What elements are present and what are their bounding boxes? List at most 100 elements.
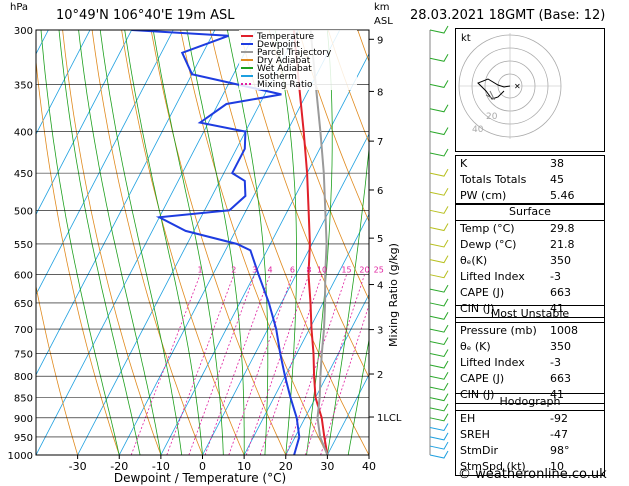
- km-tick-label: 4: [377, 281, 383, 292]
- wind-barb: [429, 298, 449, 307]
- x-tick-label: 0: [199, 460, 206, 473]
- dry-adiabat-line: [298, 30, 369, 223]
- mu-row: θₑ (K) 350: [460, 340, 571, 353]
- wind-barb: [429, 432, 449, 441]
- wind-barb: [429, 371, 449, 380]
- km-tick-label: 1LCL: [377, 413, 402, 424]
- series-dewpoint: [131, 30, 301, 455]
- wind-barb: [429, 223, 449, 232]
- legend-entry: Parcel Trajectory: [257, 48, 332, 58]
- wind-barb: [429, 284, 449, 293]
- mixing-ratio-axis-label: Mixing Ratio (g/kg): [387, 243, 400, 347]
- wind-barb: [429, 239, 449, 248]
- asl-label: ASL: [374, 16, 393, 27]
- isotherm-line: [243, 213, 369, 455]
- legend-entry: Temperature: [256, 32, 314, 42]
- isotherm-line: [36, 30, 216, 376]
- mixing-ratio-line: [320, 303, 369, 455]
- mixing-ratio-label: 4: [267, 266, 272, 275]
- mixing-ratio-line: [285, 274, 347, 455]
- x-tick-label: 40: [362, 460, 376, 473]
- wind-barb: [429, 54, 449, 62]
- pressure-tick-label: 800: [14, 372, 33, 383]
- wind-barb: [429, 104, 449, 113]
- km-tick-label: 8: [377, 87, 383, 98]
- hodo-center-mark: ✕: [514, 82, 521, 91]
- wind-barb: [429, 270, 449, 279]
- hodo-unit-label: kt: [461, 33, 471, 44]
- pressure-tick-label: 650: [14, 299, 33, 310]
- isotherm-line: [77, 30, 299, 455]
- mixing-ratio-label: 20: [359, 266, 369, 275]
- mu-row: CIN (J) 41: [460, 388, 564, 401]
- isotherm-line: [36, 30, 91, 135]
- wind-barb: [429, 25, 449, 34]
- dry-adiabat-line: [91, 30, 203, 455]
- legend-entry: Wet Adiabat: [257, 64, 312, 74]
- pressure-tick-label: 500: [14, 206, 33, 217]
- index-row: K 38: [460, 157, 564, 170]
- pressure-tick-label: 350: [14, 80, 33, 91]
- most-unstable-panel: Most Unstable Pressure (mb) 1008 θₑ (K) 35…: [455, 305, 605, 404]
- dry-adiabat-line: [180, 30, 328, 455]
- credit-text: © weatheronline.co.uk: [458, 467, 607, 482]
- isotherm-line: [36, 30, 132, 216]
- isotherm-line: [285, 293, 369, 455]
- hodo-trace: [477, 78, 511, 100]
- indices-panel: K 38 Totals Totals 45 PW (cm) 5.46: [455, 155, 605, 205]
- pressure-tick-label: 700: [14, 325, 33, 336]
- legend-box: [239, 30, 357, 90]
- mu-row: Lifted Index -3: [460, 356, 561, 369]
- x-tick-label: -10: [152, 460, 170, 473]
- km-tick-label: 2: [377, 370, 383, 381]
- wind-barb: [429, 382, 449, 391]
- wind-barb: [429, 349, 449, 358]
- wind-barb: [429, 148, 449, 157]
- series-temperature: [293, 30, 329, 455]
- legend-entry: Dry Adiabat: [257, 56, 311, 66]
- location-title: 10°49'N 106°40'E 19m ASL: [56, 8, 235, 23]
- wind-barb: [429, 450, 449, 459]
- surface-row: Temp (°C) 29.8: [460, 222, 575, 235]
- km-label: km: [374, 2, 390, 13]
- isotherm-line: [36, 30, 257, 455]
- wind-barb: [429, 255, 449, 264]
- index-row: PW (cm) 5.46: [460, 189, 575, 202]
- mu-row: CAPE (J) 663: [460, 372, 571, 385]
- hodo-storm-motion: [485, 90, 496, 101]
- wet-adiabat-line: [99, 30, 183, 455]
- pressure-tick-label: 400: [14, 128, 33, 139]
- wind-barb: [429, 403, 449, 412]
- wind-barb: [429, 337, 449, 346]
- wind-barb: [429, 127, 449, 136]
- pressure-tick-label: 1000: [8, 451, 33, 462]
- surface-row: CAPE (J) 663: [460, 286, 571, 299]
- mu-row: Pressure (mb) 1008: [460, 324, 578, 337]
- wind-barb: [429, 360, 449, 369]
- wind-barb: [429, 168, 449, 177]
- pressure-tick-label: 850: [14, 394, 33, 405]
- mixing-ratio-label: 25: [374, 266, 384, 275]
- wind-barb: [429, 324, 449, 333]
- x-tick-label: -20: [110, 460, 128, 473]
- wind-barb: [429, 441, 449, 450]
- wind-barb: [429, 312, 449, 320]
- wind-barb: [429, 413, 449, 422]
- legend-entry: Dewpoint: [257, 40, 300, 50]
- pressure-tick-label: 300: [14, 26, 33, 37]
- surface-row: θₑ(K) 350: [460, 254, 571, 267]
- surface-row: Lifted Index -3: [460, 270, 561, 283]
- pressure-tick-label: 450: [14, 169, 33, 180]
- km-tick-label: 3: [377, 326, 383, 337]
- mixing-ratio-line: [130, 274, 201, 455]
- pressure-tick-label: 750: [14, 349, 33, 360]
- hodo-ring-label: 20: [486, 112, 498, 122]
- isotherm-line: [0, 30, 7, 455]
- km-tick-label: 9: [377, 35, 383, 46]
- mixing-ratio-label: 10: [317, 266, 327, 275]
- index-row: Totals Totals 45: [460, 173, 564, 186]
- pressure-tick-label: 950: [14, 433, 33, 444]
- wet-adiabat-line: [40, 30, 120, 455]
- mixing-ratio-line: [166, 274, 235, 455]
